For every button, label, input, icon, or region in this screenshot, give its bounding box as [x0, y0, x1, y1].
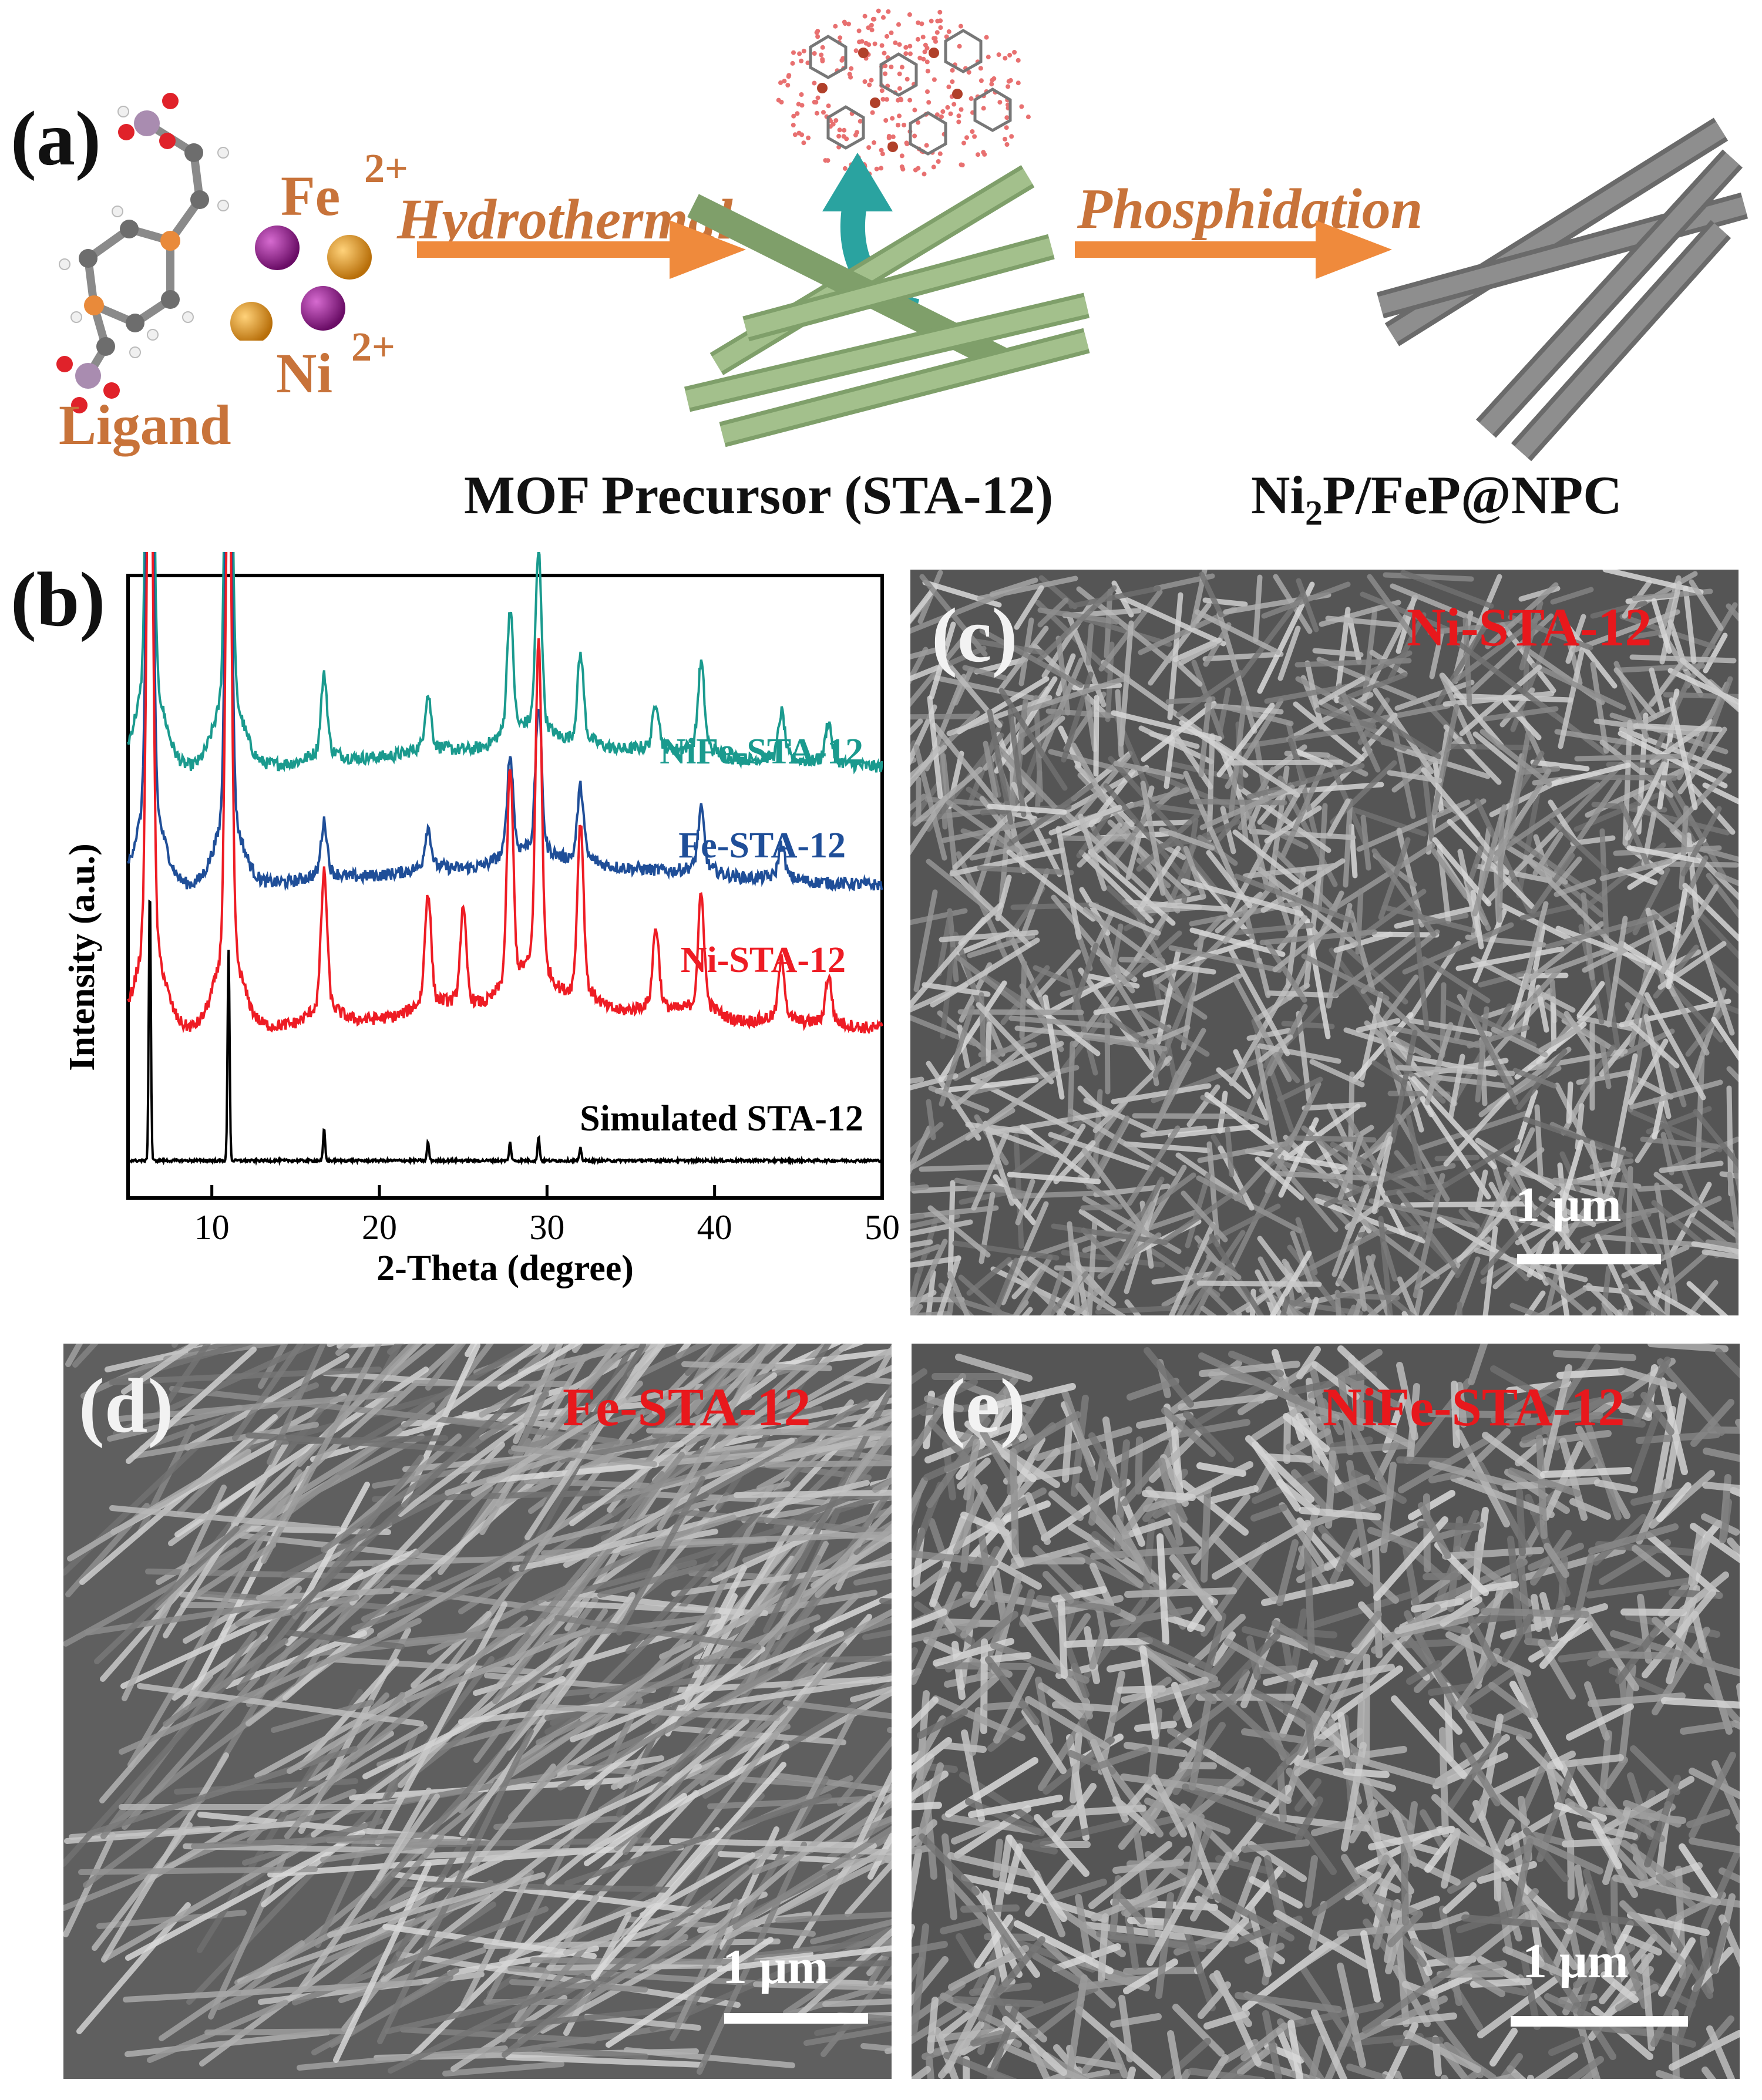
panel-c-sample-label: Ni-STA-12 [1407, 597, 1652, 657]
product-caption-subscript: 2 [1305, 493, 1323, 533]
panel-d-scale-label: 1 μm [722, 1940, 829, 1994]
panel-e-letter: (e) [940, 1362, 1026, 1449]
fe-ion-ball-2 [301, 286, 345, 331]
ni-ion-charge: 2+ [351, 325, 395, 370]
xrd-x-axis-label: 2-Theta (degree) [376, 1248, 634, 1288]
xrd-series-label: NiFe-STA-12 [660, 732, 863, 772]
ni-ion-ball-1 [327, 235, 372, 280]
panel-c-letter: (c) [932, 592, 1018, 678]
panel-a-letter: (a) [11, 95, 101, 181]
xrd-x-tick-label: 40 [697, 1208, 732, 1247]
xrd-series-line-2 [127, 552, 883, 1035]
product-caption: Ni2P/FeP@NPC [1251, 464, 1622, 533]
sem-texture-d [63, 1344, 892, 2079]
xrd-x-tick-label: 30 [529, 1208, 564, 1247]
ni-ion-label: Ni [276, 342, 332, 405]
panel-d-sample-label: Fe-STA-12 [563, 1377, 811, 1437]
xrd-series-label: Ni-STA-12 [681, 940, 846, 980]
metal-ions-illustration [230, 226, 372, 341]
sem-image-d: (d) Fe-STA-12 1 μm [63, 1344, 892, 2079]
xrd-series-line-0 [127, 552, 883, 775]
mof-precursor-caption: MOF Precursor (STA-12) [464, 465, 1054, 525]
mof-rods-illustration [684, 165, 1090, 447]
panel-a: (a) Ligand Fe 2+ Ni 2+ [0, 0, 1762, 532]
xrd-series-label: Simulated STA-12 [580, 1099, 863, 1139]
fe-ion-charge: 2+ [364, 146, 408, 191]
sem-texture-c [910, 570, 1739, 1315]
ligand-molecule-illustration [56, 93, 229, 413]
panel-d-letter: (d) [79, 1362, 174, 1449]
hydrothermal-arrow [417, 220, 746, 279]
ni-ion-ball-2 [230, 302, 273, 341]
fe-ion-label: Fe [281, 164, 341, 227]
sem-image-c: (c) Ni-STA-12 1 μm [910, 570, 1739, 1315]
sem-texture-e [912, 1344, 1740, 2079]
xrd-chart: 10 20 30 40 50 NiFe-STA-12 Fe-STA-12 Ni-STA-12… [62, 552, 900, 1288]
panel-b-letter: (b) [11, 556, 106, 642]
xrd-series-line-1 [127, 552, 883, 892]
fe-ion-ball-1 [255, 226, 300, 270]
phosphide-rods-illustration [1376, 117, 1748, 462]
phosphidation-label: Phosphidation [1077, 177, 1423, 241]
xrd-series-line-3 [127, 899, 883, 1166]
ligand-label: Ligand [59, 393, 231, 456]
panel-e-scale-bar [1511, 2016, 1688, 2027]
panel-e-scale-label: 1 μm [1522, 1934, 1629, 1988]
mof-framework-illustration [776, 8, 1031, 177]
phosphidation-arrow [1075, 220, 1392, 279]
product-caption-suffix: P/FeP@NPC [1323, 465, 1622, 525]
xrd-x-tick-label: 50 [865, 1208, 900, 1247]
panel-c-scale-bar [1517, 1254, 1661, 1264]
product-caption-prefix: Ni [1251, 465, 1305, 525]
panel-d-scale-bar [724, 2013, 868, 2024]
xrd-x-tick-label: 20 [362, 1208, 397, 1247]
panel-e-sample-label: NiFe-STA-12 [1323, 1377, 1625, 1437]
xrd-x-tick-label: 10 [194, 1208, 230, 1247]
sem-image-e: (e) NiFe-STA-12 1 μm [912, 1344, 1740, 2079]
xrd-y-axis-label: Intensity (a.u.) [62, 843, 102, 1071]
panel-c-scale-label: 1 μm [1515, 1177, 1622, 1232]
xrd-series-label: Fe-STA-12 [678, 826, 846, 866]
